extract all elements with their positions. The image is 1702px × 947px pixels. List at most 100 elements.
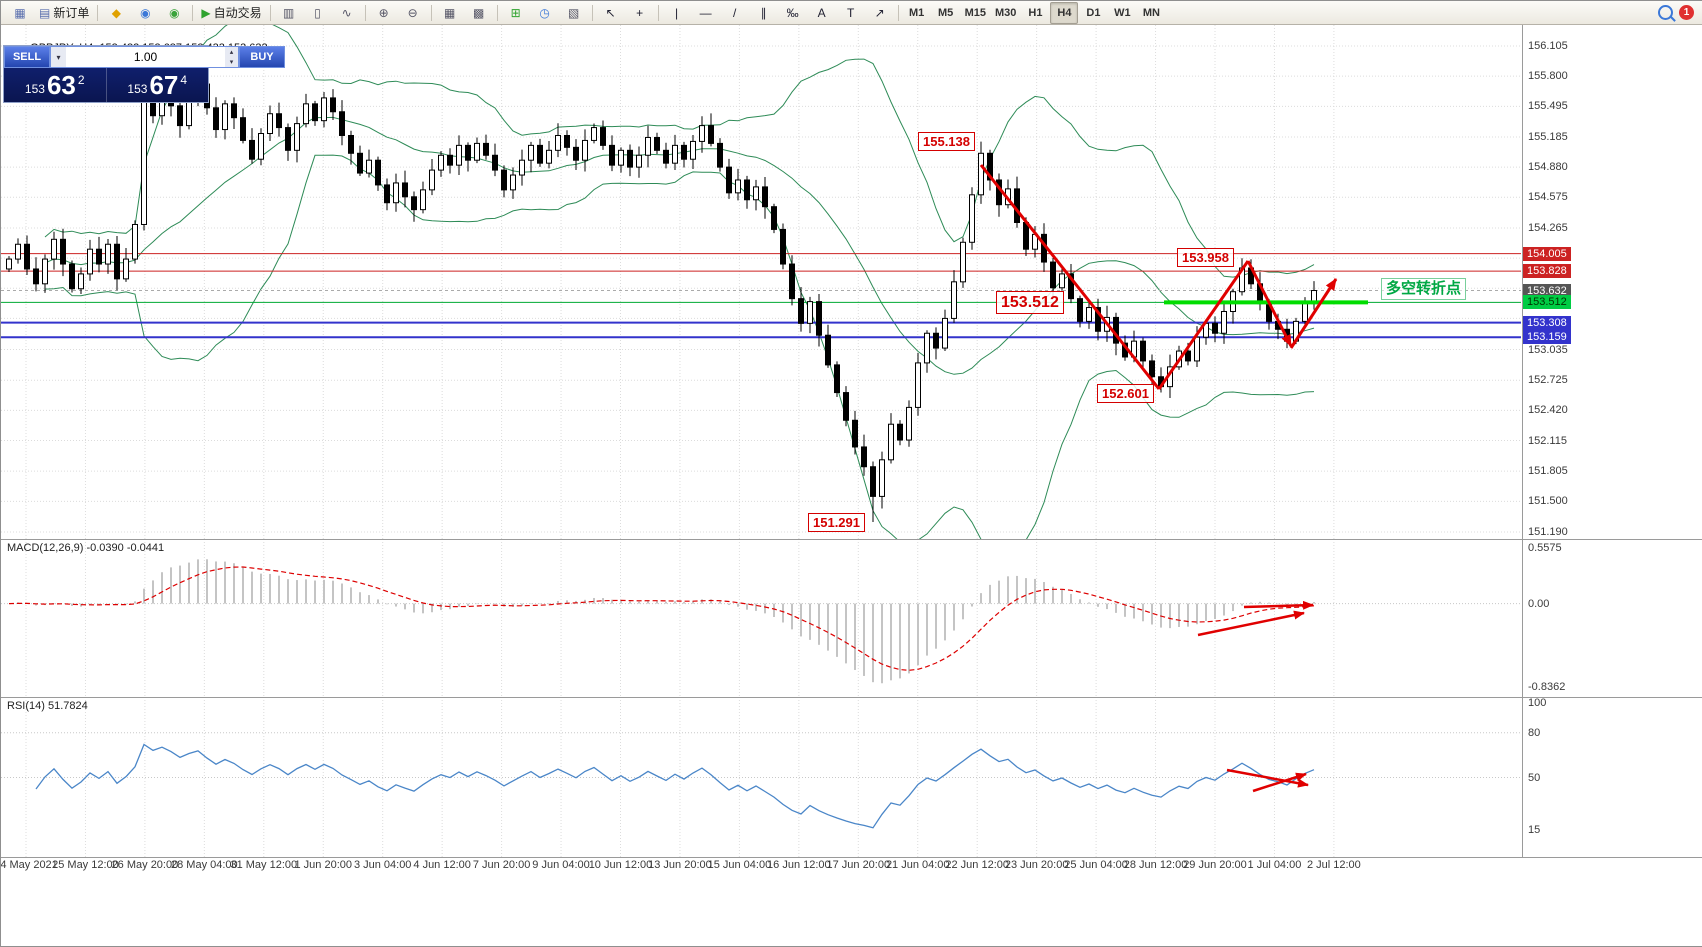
auto-arrange-icon: ▩ (472, 5, 485, 20)
time-axis-label: 23 Jun 20:00 (1004, 859, 1069, 871)
timeframe-m1-button[interactable]: M1 (903, 2, 931, 24)
timeframe-h4-button[interactable]: H4 (1050, 1, 1079, 24)
volume-step-up-icon[interactable]: ▴ (229, 48, 234, 56)
price-annotation[interactable]: 151.291 (808, 513, 865, 532)
bar-chart-button[interactable]: ▥ (275, 2, 303, 24)
buy-price-sup: 4 (180, 72, 188, 87)
volume-stepper[interactable]: ▴ ▾ (225, 47, 238, 67)
horizontal-line-icon: — (699, 5, 712, 20)
community-icon-icon: ◉ (140, 5, 151, 20)
timeframe-h1-button[interactable]: H1 (1021, 2, 1049, 24)
time-axis-label: 16 Jun 12:00 (767, 859, 831, 871)
timeframe-mn-button-label: MN (1142, 6, 1160, 19)
time-axis-label: 29 Jun 20:00 (1183, 859, 1247, 871)
time-axis-label: 10 Jun 12:00 (588, 859, 653, 871)
tile-windows-icon: ▦ (443, 5, 456, 20)
macd-panel-canvas[interactable] (1, 539, 1702, 697)
timeframe-h1-button-label: H1 (1028, 6, 1043, 19)
volume-dropdown-icon[interactable]: ▾ (51, 47, 66, 67)
cursor-button[interactable]: ↖ (597, 2, 625, 24)
buy-price[interactable]: 153 67 4 (105, 68, 209, 102)
horizontal-line-button[interactable]: — (692, 2, 720, 24)
template-icon: ▧ (567, 5, 580, 20)
time-axis-label: 28 May 04:00 (171, 859, 238, 871)
time-axis-label: 17 Jun 20:00 (826, 859, 891, 871)
time-axis-label: 24 May 2021 (0, 859, 58, 871)
zoom-in-button[interactable]: ⊕ (370, 2, 398, 24)
tile-windows-button[interactable]: ▦ (436, 2, 464, 24)
zoom-in-icon: ⊕ (378, 5, 389, 20)
time-axis-label: 1 Jun 20:00 (294, 859, 353, 871)
main-chart-canvas[interactable] (1, 25, 1702, 539)
toolbar-separator (269, 4, 271, 21)
volume-step-down-icon[interactable]: ▾ (229, 58, 234, 66)
buy-button[interactable]: BUY (239, 46, 285, 68)
timeframe-d1-button[interactable]: D1 (1079, 2, 1107, 24)
label-button[interactable]: T (837, 2, 865, 24)
new-order-button[interactable]: ▤ 新订单 (35, 2, 93, 24)
time-axis-label: 4 Jun 12:00 (413, 859, 471, 871)
arrows-tool-icon: ↗ (874, 5, 885, 20)
price-annotation[interactable]: 153.512 (996, 291, 1064, 314)
time-axis-separator (1, 857, 1702, 858)
community-icon-button[interactable]: ◉ (131, 2, 159, 24)
time-axis-label: 25 Jun 04:00 (1064, 859, 1128, 871)
text-button[interactable]: A (808, 2, 836, 24)
timeframe-m30-button[interactable]: M30 (991, 2, 1020, 24)
price-annotation[interactable]: 152.601 (1097, 384, 1154, 403)
zoom-out-button[interactable]: ⊖ (399, 2, 427, 24)
toolbar-right: 1 (1658, 5, 1698, 20)
timeframe-mn-button[interactable]: MN (1137, 2, 1165, 24)
time-axis-label: 15 Jun 04:00 (707, 859, 772, 871)
fibonacci-icon: ‰ (786, 5, 799, 20)
fibonacci-button[interactable]: ‰ (779, 2, 807, 24)
autotrading-button[interactable]: ▶ 自动交易 (197, 2, 265, 24)
trendline-icon: / (732, 5, 737, 20)
market-icon-button[interactable]: ◆ (102, 2, 130, 24)
macd-panel-separator[interactable] (1, 539, 1702, 540)
zoom-out-icon: ⊖ (407, 5, 418, 20)
candlestick-chart-button[interactable]: ▯ (304, 2, 332, 24)
new-order-icon: ▤ (39, 5, 51, 20)
timeframe-m1-button-label: M1 (908, 6, 925, 19)
buy-price-big: 67 (149, 70, 179, 100)
timeframe-m15-button[interactable]: M15 (961, 2, 990, 24)
sell-price-sup: 2 (77, 72, 85, 87)
new-chart-button[interactable]: ▦ (6, 2, 34, 24)
line-chart-icon: ∿ (341, 5, 352, 20)
market-icon-icon: ◆ (111, 5, 121, 20)
volume-input[interactable] (66, 47, 225, 67)
time-axis-label: 9 Jun 04:00 (532, 859, 590, 871)
timeframe-m5-button-label: M5 (937, 6, 954, 19)
candlestick-chart-icon: ▯ (314, 5, 321, 20)
time-axis-label: 21 Jun 04:00 (885, 859, 950, 871)
one-click-trade-panel: SELL ▾ ▴ ▾ BUY 153 63 2 153 67 4 (3, 45, 285, 103)
vertical-line-button[interactable]: | (663, 2, 691, 24)
price-annotation[interactable]: 153.958 (1177, 248, 1234, 267)
sell-price-prefix: 153 (24, 81, 45, 96)
auto-arrange-button[interactable]: ▩ (465, 2, 493, 24)
time-axis-label: 13 Jun 20:00 (648, 859, 712, 871)
rsi-panel-canvas[interactable] (1, 697, 1702, 857)
new-chart-plus-icon: ⊞ (510, 5, 521, 20)
sell-button[interactable]: SELL (4, 46, 50, 68)
arrows-tool-button[interactable]: ↗ (866, 2, 894, 24)
timeframe-w1-button[interactable]: W1 (1108, 2, 1136, 24)
new-chart-plus-button[interactable]: ⊞ (502, 2, 530, 24)
period-icon: ◷ (539, 5, 550, 20)
crosshair-button[interactable]: + (626, 2, 654, 24)
sell-price[interactable]: 153 63 2 (4, 68, 106, 102)
period-button[interactable]: ◷ (531, 2, 559, 24)
bar-chart-icon: ▥ (282, 5, 295, 20)
timeframe-m5-button[interactable]: M5 (932, 2, 960, 24)
text-annotation[interactable]: 多空转折点 (1381, 278, 1467, 300)
line-chart-button[interactable]: ∿ (333, 2, 361, 24)
trendline-button[interactable]: / (721, 2, 749, 24)
news-icon-button[interactable]: ◉ (160, 2, 188, 24)
price-annotation[interactable]: 155.138 (918, 132, 975, 151)
template-button[interactable]: ▧ (560, 2, 588, 24)
rsi-panel-separator[interactable] (1, 697, 1702, 698)
notification-badge[interactable]: 1 (1679, 5, 1694, 20)
channel-button[interactable]: ∥ (750, 2, 778, 24)
search-icon[interactable] (1658, 5, 1673, 20)
